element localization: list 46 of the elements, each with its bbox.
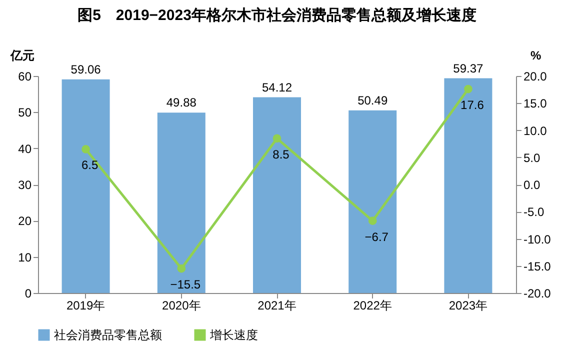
legend-label: 增长速度 <box>209 328 258 342</box>
x-tick-label: 2022年 <box>353 298 392 312</box>
y2-tick-label: 0.0 <box>524 178 541 192</box>
y2-tick-label: -10.0 <box>524 232 552 246</box>
chart-title: 图5 2019−2023年格尔木市社会消费品零售总额及增长速度 <box>78 6 476 24</box>
y-tick-label: 20 <box>18 214 32 228</box>
legend-label: 社会消费品零售总额 <box>54 328 162 342</box>
y-tick-label: 0 <box>24 286 32 300</box>
data-label: 59.06 <box>70 62 102 76</box>
y-tick-label: 10 <box>18 250 32 264</box>
data-label: 8.5 <box>272 147 290 162</box>
point <box>464 84 472 94</box>
y2-axis-title: % <box>530 48 542 62</box>
bar <box>157 112 206 293</box>
y2-tick-label: 10.0 <box>524 124 548 138</box>
point <box>82 145 90 154</box>
bar <box>62 79 110 293</box>
data-label: −15.5 <box>170 278 201 292</box>
y-tick-label: 40 <box>18 142 32 156</box>
data-label: 50.49 <box>358 93 388 108</box>
y-tick-label: 30 <box>18 178 32 192</box>
bar <box>444 78 492 293</box>
data-label: 59.37 <box>453 61 484 76</box>
y-tick-label: 60 <box>18 70 32 84</box>
x-tick-label: 2021年 <box>258 298 296 312</box>
x-tick-label: 2020年 <box>162 298 201 312</box>
data-label: 54.12 <box>262 80 292 94</box>
y-axis-title: 亿元 <box>10 48 34 62</box>
y2-tick-label: 20.0 <box>524 70 548 84</box>
y2-tick-label: 5.0 <box>524 150 541 165</box>
data-label: 17.6 <box>460 98 484 112</box>
data-label: −6.7 <box>364 230 389 244</box>
y2-tick-label: -5.0 <box>524 205 545 220</box>
point <box>272 134 282 143</box>
data-label: 6.5 <box>81 158 98 172</box>
y-tick-label: 50 <box>18 106 32 120</box>
y2-tick-label: -15.0 <box>524 259 552 274</box>
point <box>368 216 377 226</box>
bar <box>348 110 397 293</box>
x-tick-label: 2023年 <box>448 298 488 312</box>
data-label: 49.88 <box>166 96 197 110</box>
y2-tick-label: 15.0 <box>524 96 548 111</box>
point <box>177 264 186 273</box>
y2-tick-label: -20.0 <box>524 286 552 300</box>
x-tick-label: 2019年 <box>66 298 106 312</box>
bar <box>253 97 301 293</box>
